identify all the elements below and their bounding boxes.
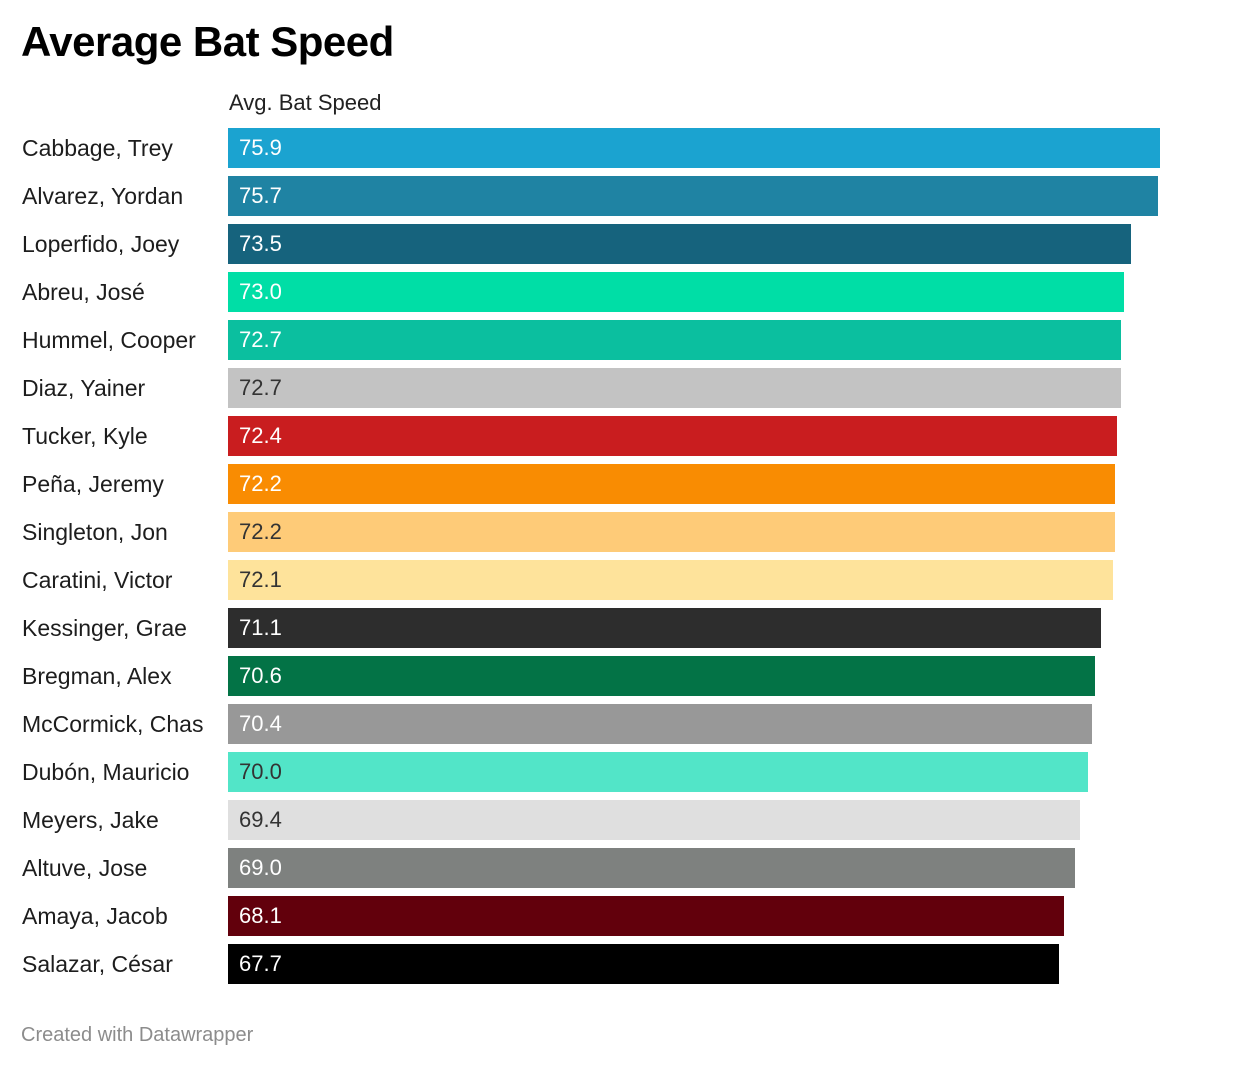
- bar-row: McCormick, Chas 70.4: [0, 704, 1240, 744]
- bar: [228, 560, 1113, 600]
- bar: [228, 608, 1101, 648]
- category-label: Caratini, Victor: [22, 567, 173, 593]
- bar-row: Loperfido, Joey 73.5: [0, 224, 1240, 264]
- category-label: Bregman, Alex: [22, 663, 172, 689]
- bar: [228, 368, 1121, 408]
- bar-row: Meyers, Jake 69.4: [0, 800, 1240, 840]
- bar: [228, 224, 1131, 264]
- category-label: Singleton, Jon: [22, 519, 168, 545]
- category-label: McCormick, Chas: [22, 711, 204, 737]
- bar-row: Bregman, Alex 70.6: [0, 656, 1240, 696]
- bar-row: Hummel, Cooper 72.7: [0, 320, 1240, 360]
- bar: [228, 272, 1124, 312]
- column-header: Avg. Bat Speed: [229, 90, 382, 115]
- value-label: 72.2: [239, 519, 282, 544]
- category-label: Hummel, Cooper: [22, 327, 196, 353]
- bar: [228, 752, 1088, 792]
- category-label: Diaz, Yainer: [22, 375, 146, 401]
- chart-title: Average Bat Speed: [21, 18, 394, 65]
- bar-row: Peña, Jeremy 72.2: [0, 464, 1240, 504]
- value-label: 73.5: [239, 231, 282, 256]
- category-label: Altuve, Jose: [22, 855, 148, 881]
- bar-row: Abreu, José 73.0: [0, 272, 1240, 312]
- value-label: 69.0: [239, 855, 282, 880]
- bar: [228, 464, 1115, 504]
- category-label: Abreu, José: [22, 279, 145, 305]
- bar-row: Dubón, Mauricio 70.0: [0, 752, 1240, 792]
- bar: [228, 848, 1075, 888]
- bar: [228, 512, 1115, 552]
- bar: [228, 896, 1064, 936]
- bar-row: Altuve, Jose 69.0: [0, 848, 1240, 888]
- value-label: 75.7: [239, 183, 282, 208]
- bar: [228, 944, 1059, 984]
- value-label: 72.4: [239, 423, 282, 448]
- value-label: 72.7: [239, 375, 282, 400]
- bar-row: Diaz, Yainer 72.7: [0, 368, 1240, 408]
- bar: [228, 800, 1080, 840]
- category-label: Kessinger, Grae: [22, 615, 187, 641]
- category-label: Meyers, Jake: [22, 807, 159, 833]
- bar-row: Salazar, César 67.7: [0, 944, 1240, 984]
- category-label: Alvarez, Yordan: [22, 183, 184, 209]
- bar: [228, 704, 1092, 744]
- bar: [228, 656, 1095, 696]
- bar: [228, 176, 1158, 216]
- category-label: Dubón, Mauricio: [22, 759, 190, 785]
- category-label: Cabbage, Trey: [22, 135, 173, 161]
- value-label: 71.1: [239, 615, 282, 640]
- bar-row: Singleton, Jon 72.2: [0, 512, 1240, 552]
- bar-row: Kessinger, Grae 71.1: [0, 608, 1240, 648]
- bar: [228, 128, 1160, 168]
- bar-row: Cabbage, Trey 75.9: [0, 128, 1240, 168]
- footer-credit[interactable]: Created with Datawrapper: [21, 1024, 254, 1046]
- value-label: 72.1: [239, 567, 282, 592]
- value-label: 72.7: [239, 327, 282, 352]
- value-label: 75.9: [239, 135, 282, 160]
- category-label: Tucker, Kyle: [22, 423, 148, 449]
- value-label: 70.0: [239, 759, 282, 784]
- value-label: 68.1: [239, 903, 282, 928]
- value-label: 69.4: [239, 807, 282, 832]
- bar-row: Caratini, Victor 72.1: [0, 560, 1240, 600]
- bar-row: Alvarez, Yordan 75.7: [0, 176, 1240, 216]
- value-label: 73.0: [239, 279, 282, 304]
- bar: [228, 320, 1121, 360]
- value-label: 70.6: [239, 663, 282, 688]
- category-label: Loperfido, Joey: [22, 231, 180, 257]
- bar-row: Amaya, Jacob 68.1: [0, 896, 1240, 936]
- category-label: Amaya, Jacob: [22, 903, 168, 929]
- category-label: Salazar, César: [22, 951, 173, 977]
- value-label: 72.2: [239, 471, 282, 496]
- category-label: Peña, Jeremy: [22, 471, 164, 497]
- bar: [228, 416, 1117, 456]
- value-label: 67.7: [239, 951, 282, 976]
- value-label: 70.4: [239, 711, 282, 736]
- bar-row: Tucker, Kyle 72.4: [0, 416, 1240, 456]
